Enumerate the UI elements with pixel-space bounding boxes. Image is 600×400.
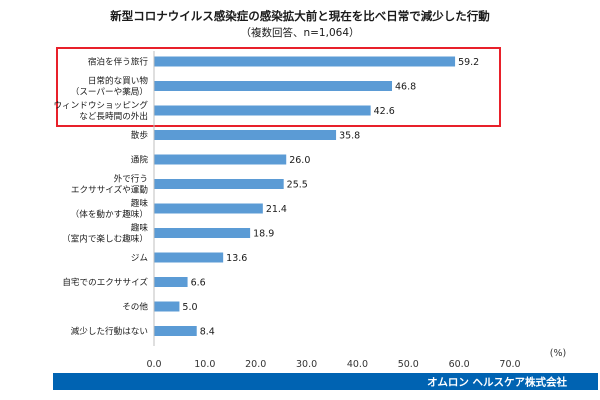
unit-label: (%) xyxy=(550,348,566,359)
x-axis-ticks: 0.0 10.0 20.0 30.0 40.0 50.0 60.0 70.0 xyxy=(146,359,520,370)
category-label-line: 散歩 xyxy=(131,129,149,141)
bar xyxy=(154,105,371,116)
category-label-line: 減少した行動はない xyxy=(71,325,148,337)
category-label: 自宅でのエクササイズ xyxy=(62,276,148,288)
category-label-line: 趣味 xyxy=(131,197,149,209)
category-label: ジム xyxy=(131,253,149,264)
category-label: 減少した行動はない xyxy=(71,325,148,337)
bar xyxy=(154,130,337,140)
chart-subtitle: （複数回答、n=1,064） xyxy=(240,26,359,39)
bar xyxy=(154,252,224,263)
value-labels: 59.2 46.8 42.6 35.8 26.0 25.5 21.4 18.9 13.6 6.6 5… xyxy=(182,57,479,338)
bar xyxy=(154,301,180,312)
value-label: 5.0 xyxy=(182,302,197,313)
x-tick-label: 40.0 xyxy=(347,359,368,370)
value-label: 59.2 xyxy=(458,57,479,68)
value-label: 8.4 xyxy=(200,327,215,338)
value-label: 13.6 xyxy=(226,253,247,264)
category-label-line: 通院 xyxy=(131,154,149,166)
x-tick-label: 30.0 xyxy=(296,359,317,370)
bar xyxy=(154,56,456,67)
category-label-line: （体を動かす趣味） xyxy=(71,208,148,220)
value-label: 42.6 xyxy=(374,106,395,117)
category-label-line: エクササイズや運動 xyxy=(71,184,148,196)
value-label: 21.4 xyxy=(266,204,287,215)
bar xyxy=(154,228,251,238)
category-label-line: （室内で楽しむ趣味） xyxy=(62,233,148,245)
value-label: 26.0 xyxy=(289,155,310,166)
x-tick-label: 0.0 xyxy=(146,359,161,370)
value-label: 6.6 xyxy=(191,278,206,289)
category-label: 宿泊を伴う旅行 xyxy=(88,56,149,68)
category-label-line: 日常的な買い物 xyxy=(88,75,149,87)
category-label: ウィンドウショッピングなど長時間の外出 xyxy=(53,99,148,122)
x-tick-label: 20.0 xyxy=(245,359,266,370)
value-label: 25.5 xyxy=(287,180,308,191)
value-label: 35.8 xyxy=(339,131,360,142)
x-tick-label: 50.0 xyxy=(398,359,419,370)
category-label: 日常的な買い物（スーパーや薬局） xyxy=(71,75,149,98)
category-label-line: その他 xyxy=(122,301,148,313)
bar xyxy=(154,154,287,165)
category-label: 趣味（体を動かす趣味） xyxy=(71,197,149,220)
category-label: その他 xyxy=(122,301,148,313)
category-label-line: （スーパーや薬局） xyxy=(71,86,148,98)
category-label: 趣味（室内で楽しむ趣味） xyxy=(62,222,148,245)
category-label: 外で行うエクササイズや運動 xyxy=(71,173,148,196)
footer-company-name: オムロン ヘルスケア株式会社 xyxy=(427,376,567,389)
bar xyxy=(154,179,284,189)
value-label: 18.9 xyxy=(253,229,274,240)
category-label-line: 趣味 xyxy=(131,222,149,234)
category-label-line: 自宅でのエクササイズ xyxy=(62,276,148,288)
category-labels: 宿泊を伴う旅行日常的な買い物（スーパーや薬局）ウィンドウショッピングなど長時間の… xyxy=(53,56,148,338)
category-label: 散歩 xyxy=(131,129,149,141)
category-label-line: など長時間の外出 xyxy=(79,110,148,122)
category-label-line: 外で行う xyxy=(114,173,148,185)
bars-layer xyxy=(154,56,456,336)
bar xyxy=(154,81,393,91)
category-label-line: ジム xyxy=(131,253,149,264)
x-tick-label: 10.0 xyxy=(194,359,215,370)
footer-band xyxy=(53,373,598,390)
category-label-line: 宿泊を伴う旅行 xyxy=(88,56,149,68)
highlight-box xyxy=(56,47,501,127)
category-label-line: ウィンドウショッピング xyxy=(53,99,148,111)
bar xyxy=(154,277,188,287)
category-label: 通院 xyxy=(131,154,149,166)
bar xyxy=(154,203,263,214)
chart-title: 新型コロナウイルス感染症の感染拡大前と現在を比べ日常で減少した行動 xyxy=(110,9,490,23)
value-label: 46.8 xyxy=(395,82,416,93)
x-tick-label: 60.0 xyxy=(449,359,470,370)
bar xyxy=(154,326,197,336)
x-tick-label: 70.0 xyxy=(499,359,520,370)
